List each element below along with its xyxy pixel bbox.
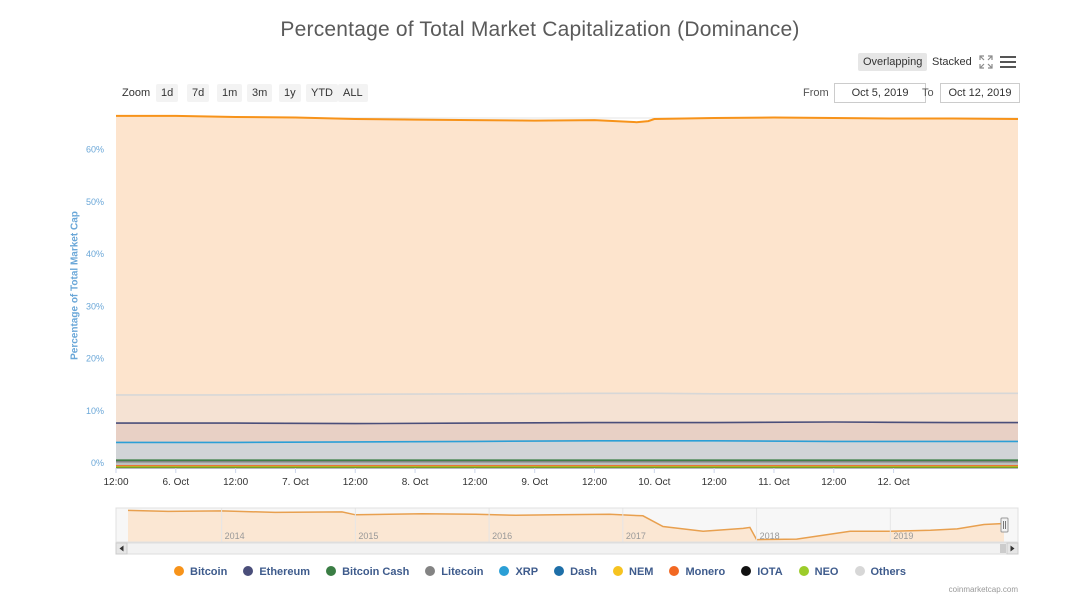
x-tick-label: 8. Oct [402, 477, 429, 488]
navigator-year-label: 2017 [626, 531, 646, 541]
scroll-right-icon [1010, 545, 1015, 552]
series-line-bitcoin[interactable] [116, 114, 1019, 124]
x-tick-label: 6. Oct [162, 477, 189, 488]
legend-item-litecoin[interactable]: Litecoin [425, 566, 483, 578]
to-label: To [922, 87, 934, 99]
legend-item-xrp[interactable]: XRP [499, 566, 538, 578]
legend-dot-icon [741, 566, 752, 576]
series-line-ethereum[interactable] [116, 421, 1018, 425]
legend-dot-icon [854, 566, 865, 576]
legend-label: NEO [814, 566, 839, 578]
zoom-1m-button[interactable]: 1m [217, 84, 243, 102]
navigator-year-label: 2016 [492, 531, 512, 541]
navigator-area [128, 510, 1004, 542]
scroll-left-icon [119, 545, 124, 552]
legend-dot-icon [326, 566, 337, 576]
from-date-input[interactable]: Oct 5, 2019 [834, 83, 926, 103]
zoom-3m-button[interactable]: 3m [247, 84, 273, 102]
legend-label: NEM [629, 566, 654, 578]
legend-item-others[interactable]: Others [854, 566, 906, 578]
chart-title: Percentage of Total Market Capitalizatio… [280, 18, 800, 41]
legend-dot-icon [554, 566, 565, 576]
x-tick-label: 12:00 [462, 477, 487, 488]
x-tick-label: 12:00 [821, 477, 846, 488]
navigator-line [127, 509, 1005, 541]
y-tick-label: 60% [86, 145, 104, 155]
x-tick-label: 12:00 [343, 477, 368, 488]
legend-label: Litecoin [441, 566, 484, 578]
y-tick-label: 50% [86, 197, 104, 207]
fullscreen-icon[interactable] [978, 54, 994, 70]
legend-label: Dash [570, 566, 597, 578]
overlapping-button[interactable]: Overlapping [858, 53, 928, 71]
y-tick-label: 10% [86, 406, 104, 416]
legend-label: Ethereum [259, 566, 311, 578]
x-tick-label: 11. Oct [758, 477, 790, 488]
series-area-bitcoin [116, 115, 1018, 469]
navigator-frame [115, 507, 1019, 543]
legend-dot-icon [174, 566, 185, 576]
series-lines [116, 114, 1019, 469]
y-tick-label: 20% [86, 354, 104, 364]
legend-item-iota[interactable]: IOTA [741, 566, 783, 578]
zoom-label: Zoom [122, 87, 151, 99]
menu-icon[interactable] [1000, 55, 1016, 69]
legend-item-ethereum[interactable]: Ethereum [243, 566, 310, 578]
zoom-1d-button[interactable]: 1d [156, 84, 179, 102]
zoom-1y-button[interactable]: 1y [279, 84, 301, 102]
legend: Bitcoin Ethereum Bitcoin Cash Litecoin XRP Da… [0, 566, 1080, 578]
stacked-button[interactable]: Stacked [932, 56, 972, 68]
y-tick-label: 0% [91, 458, 104, 468]
legend-dot-icon [425, 566, 436, 576]
legend-label: Bitcoin [190, 566, 228, 578]
y-tick-label: 30% [86, 301, 104, 311]
legend-dot-icon [613, 566, 623, 576]
zoom-all-button[interactable]: ALL [338, 84, 368, 102]
legend-label: Monero [685, 566, 726, 578]
legend-item-neo[interactable]: NEO [798, 566, 839, 578]
navigator-year-label: 2015 [358, 531, 378, 541]
x-tick-label: 12:00 [582, 477, 607, 488]
x-tick-label: 7. Oct [282, 477, 309, 488]
x-tick-label: 12. Oct [877, 477, 909, 488]
navigator-handle[interactable] [1000, 517, 1009, 533]
legend-item-bitcoin-cash[interactable]: Bitcoin Cash [326, 566, 409, 578]
x-tick-label: 12:00 [223, 477, 248, 488]
legend-dot-icon [669, 566, 680, 576]
navigator-year-label: 2014 [225, 531, 245, 541]
credit-text[interactable]: coinmarketcap.com [948, 585, 1018, 594]
legend-label: Others [870, 566, 906, 578]
scrollbar-thumb[interactable] [1000, 544, 1006, 553]
zoom-ytd-button[interactable]: YTD [306, 84, 338, 102]
legend-dot-icon [243, 566, 254, 576]
series-areas [116, 115, 1018, 469]
navigator-year-label: 2019 [893, 531, 913, 541]
legend-label: Bitcoin Cash [342, 566, 410, 578]
navigator-year-label: 2018 [760, 531, 780, 541]
legend-item-bitcoin[interactable]: Bitcoin [174, 566, 227, 578]
legend-dot-icon [499, 566, 510, 576]
series-line-others[interactable] [116, 392, 1018, 396]
zoom-7d-button[interactable]: 7d [187, 84, 210, 102]
to-date-input[interactable]: Oct 12, 2019 [940, 83, 1020, 103]
x-axis: 12:00 6. Oct 12:00 7. Oct 12:00 8. Oct 12:00 9.… [103, 468, 910, 488]
legend-item-dash[interactable]: Dash [554, 566, 597, 578]
legend-label: IOTA [757, 566, 783, 578]
x-tick-label: 10. Oct [638, 477, 670, 488]
y-tick-label: 40% [86, 249, 104, 259]
x-tick-label: 12:00 [702, 477, 727, 488]
from-label: From [803, 87, 829, 99]
y-axis: 0% 10% 20% 30% 40% 50% 60% [86, 145, 104, 468]
scrollbar-track[interactable] [115, 542, 1019, 555]
navigator[interactable]: 2014 2015 2016 2017 2018 2019 [115, 507, 1019, 555]
legend-item-monero[interactable]: Monero [669, 566, 725, 578]
series-line-xrp[interactable] [116, 440, 1018, 444]
x-tick-label: 9. Oct [521, 477, 548, 488]
legend-label: XRP [515, 566, 539, 578]
legend-dot-icon [798, 566, 809, 576]
legend-item-nem[interactable]: NEM [613, 566, 653, 578]
x-tick-label: 12:00 [103, 477, 128, 488]
